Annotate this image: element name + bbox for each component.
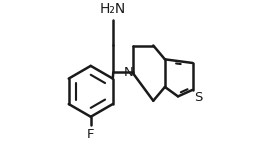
- Text: N: N: [124, 66, 133, 79]
- Text: S: S: [194, 91, 202, 104]
- Text: F: F: [87, 128, 94, 141]
- Text: H₂N: H₂N: [99, 2, 126, 16]
